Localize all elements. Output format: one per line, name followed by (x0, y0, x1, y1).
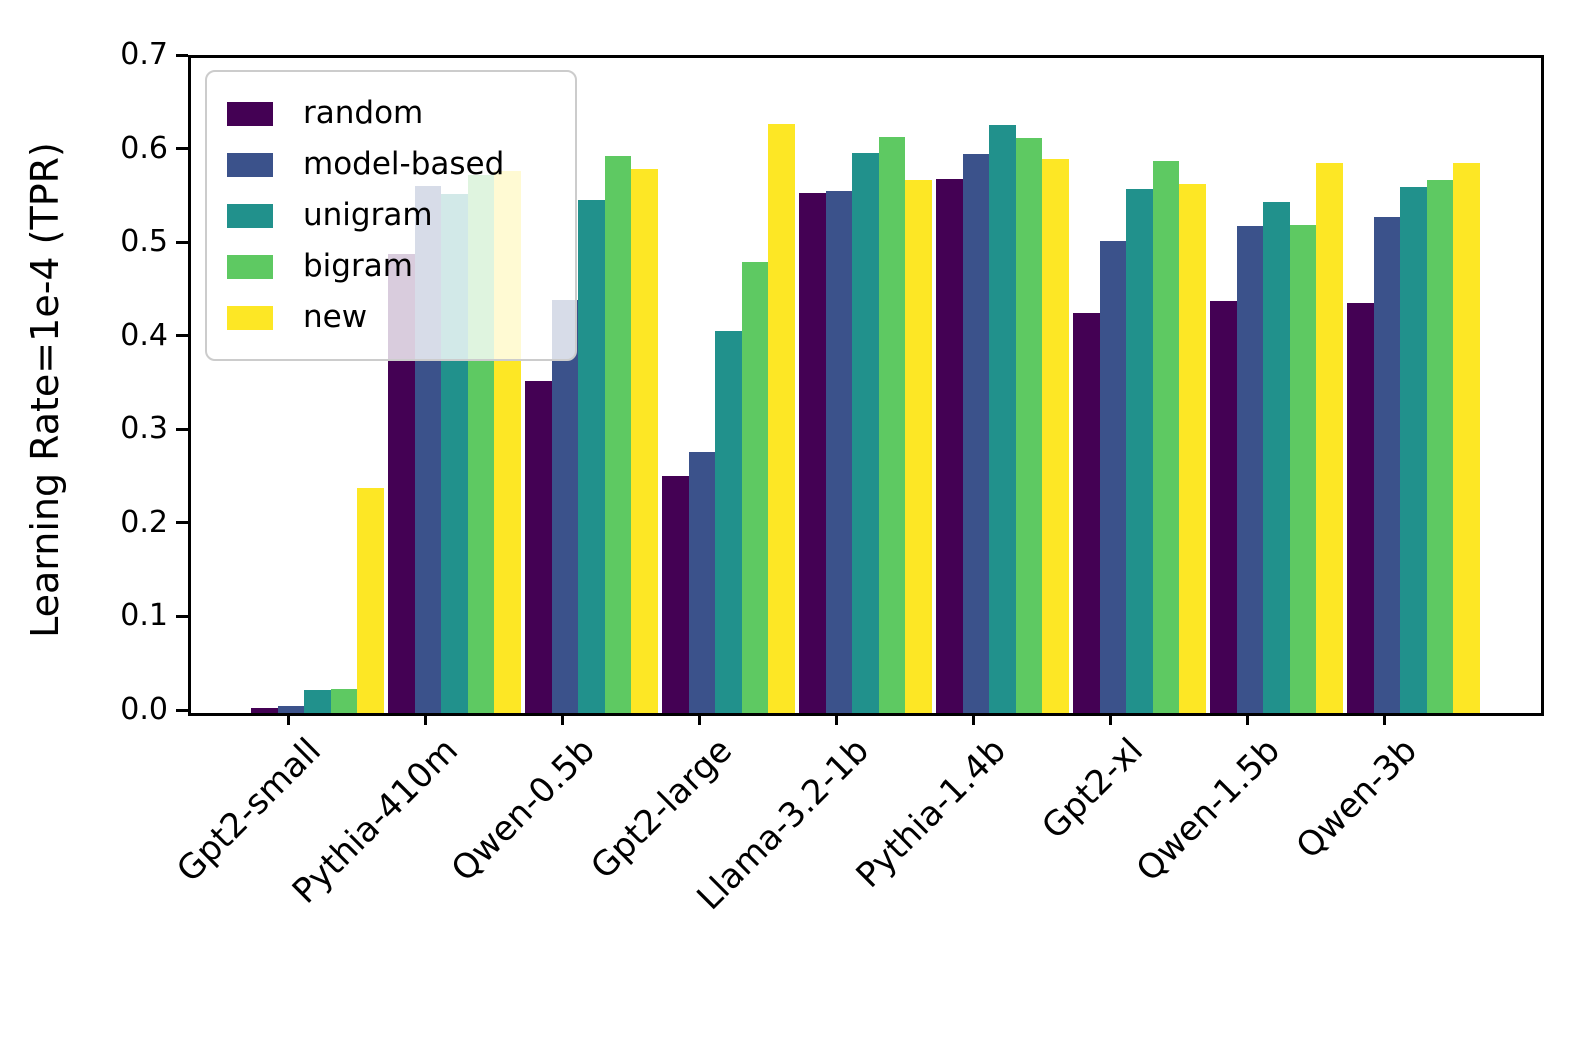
bar-bigram-Qwen-1.5b (1289, 224, 1317, 713)
y-tick-label: 0.6 (120, 130, 168, 166)
x-tick-label-Gpt2-xl: Gpt2-xl (1034, 730, 1151, 848)
y-tick-label: 0.7 (120, 37, 168, 72)
bar-random-Gpt2-large (662, 476, 689, 713)
bar-bigram-Pythia-1.4b (1015, 138, 1043, 713)
bar-bigram-Qwen-0.5b (604, 156, 632, 713)
bar-new-Gpt2-xl (1179, 184, 1206, 713)
bar-new-Gpt2-large (768, 123, 795, 713)
y-tick-mark (176, 427, 188, 431)
bar-new-Gpt2-small (357, 488, 384, 713)
x-tick-mark (560, 713, 564, 725)
legend-label-bigram: bigram (303, 248, 413, 284)
bar-unigram-Qwen-0.5b (578, 200, 605, 713)
bar-unigram-Gpt2-xl (1126, 189, 1153, 713)
bar-model-based-Llama-3.2-1b (825, 190, 853, 713)
bar-new-Qwen-1.5b (1316, 162, 1343, 713)
y-tick-mark (176, 53, 188, 57)
bar-new-Pythia-1.4b (1042, 159, 1069, 713)
bar-bigram-Gpt2-xl (1152, 160, 1180, 713)
bar-new-Qwen-3b (1453, 162, 1480, 713)
x-tick-mark (1382, 713, 1386, 725)
x-tick-mark (1245, 713, 1249, 725)
legend-swatch-unigram (227, 203, 273, 228)
legend-label-model-based: model-based (303, 146, 505, 182)
x-tick-mark (423, 713, 427, 725)
bar-random-Qwen-1.5b (1210, 301, 1237, 713)
y-tick-mark (176, 708, 188, 712)
legend-row-model-based: model-based (227, 139, 555, 190)
bar-model-based-Qwen-1.5b (1236, 226, 1264, 713)
x-tick-mark (1108, 713, 1112, 725)
x-tick-label-Qwen-1.5b: Qwen-1.5b (1128, 730, 1288, 890)
bar-model-based-Gpt2-large (688, 451, 716, 713)
legend-label-unigram: unigram (303, 197, 433, 233)
bar-bigram-Gpt2-large (741, 262, 769, 713)
legend-label-new: new (303, 299, 368, 335)
legend-row-bigram: bigram (227, 241, 555, 292)
x-tick-label-Qwen-0.5b: Qwen-0.5b (443, 730, 603, 890)
bar-model-based-Gpt2-small (277, 705, 305, 713)
x-tick-mark (286, 713, 290, 725)
y-tick-label: 0.3 (120, 411, 168, 447)
bar-random-Gpt2-xl (1073, 312, 1100, 713)
x-tick-label-Qwen-3b: Qwen-3b (1288, 730, 1425, 867)
legend-label-random: random (303, 95, 424, 131)
bar-new-Llama-3.2-1b (905, 179, 932, 713)
bar-model-based-Qwen-3b (1373, 217, 1401, 713)
bar-new-Qwen-0.5b (631, 169, 658, 713)
bar-bigram-Qwen-3b (1426, 179, 1454, 713)
y-tick-label: 0.0 (120, 692, 168, 727)
bar-unigram-Gpt2-small (304, 689, 331, 713)
legend-swatch-random (227, 101, 273, 126)
bar-model-based-Qwen-0.5b (551, 300, 579, 713)
bar-random-Llama-3.2-1b (799, 192, 826, 713)
y-tick-mark (176, 614, 188, 618)
bar-random-Gpt2-small (251, 708, 278, 713)
legend-row-unigram: unigram (227, 190, 555, 241)
y-tick-mark (176, 240, 188, 244)
y-axis-label: Learning Rate=1e-4 (TPR) (23, 142, 67, 638)
x-tick-mark (697, 713, 701, 725)
y-tick-label: 0.1 (120, 598, 168, 634)
bar-model-based-Pythia-1.4b (962, 154, 990, 713)
bar-random-Pythia-1.4b (936, 178, 963, 713)
legend-row-new: new (227, 292, 555, 343)
legend-swatch-model-based (227, 152, 273, 177)
bar-model-based-Gpt2-xl (1099, 241, 1127, 713)
y-tick-mark (176, 334, 188, 338)
legend-swatch-bigram (227, 254, 273, 279)
bar-unigram-Pythia-1.4b (989, 125, 1016, 713)
legend-row-random: random (227, 88, 555, 139)
bar-unigram-Gpt2-large (715, 331, 742, 713)
bar-bigram-Llama-3.2-1b (878, 136, 906, 713)
bar-bigram-Gpt2-small (330, 688, 358, 713)
bar-unigram-Llama-3.2-1b (852, 153, 879, 713)
y-tick-label: 0.2 (120, 504, 168, 540)
y-tick-label: 0.5 (120, 224, 168, 260)
x-tick-mark (834, 713, 838, 725)
y-tick-mark (176, 521, 188, 525)
y-tick-mark (176, 147, 188, 151)
legend: random model-based unigram bigram new (205, 70, 577, 361)
legend-swatch-new (227, 305, 273, 330)
bar-unigram-Qwen-1.5b (1263, 202, 1290, 713)
bar-random-Qwen-0.5b (525, 380, 552, 713)
bar-random-Qwen-3b (1347, 303, 1374, 713)
x-tick-mark (971, 713, 975, 725)
bar-unigram-Qwen-3b (1400, 187, 1427, 713)
y-tick-label: 0.4 (120, 317, 168, 353)
